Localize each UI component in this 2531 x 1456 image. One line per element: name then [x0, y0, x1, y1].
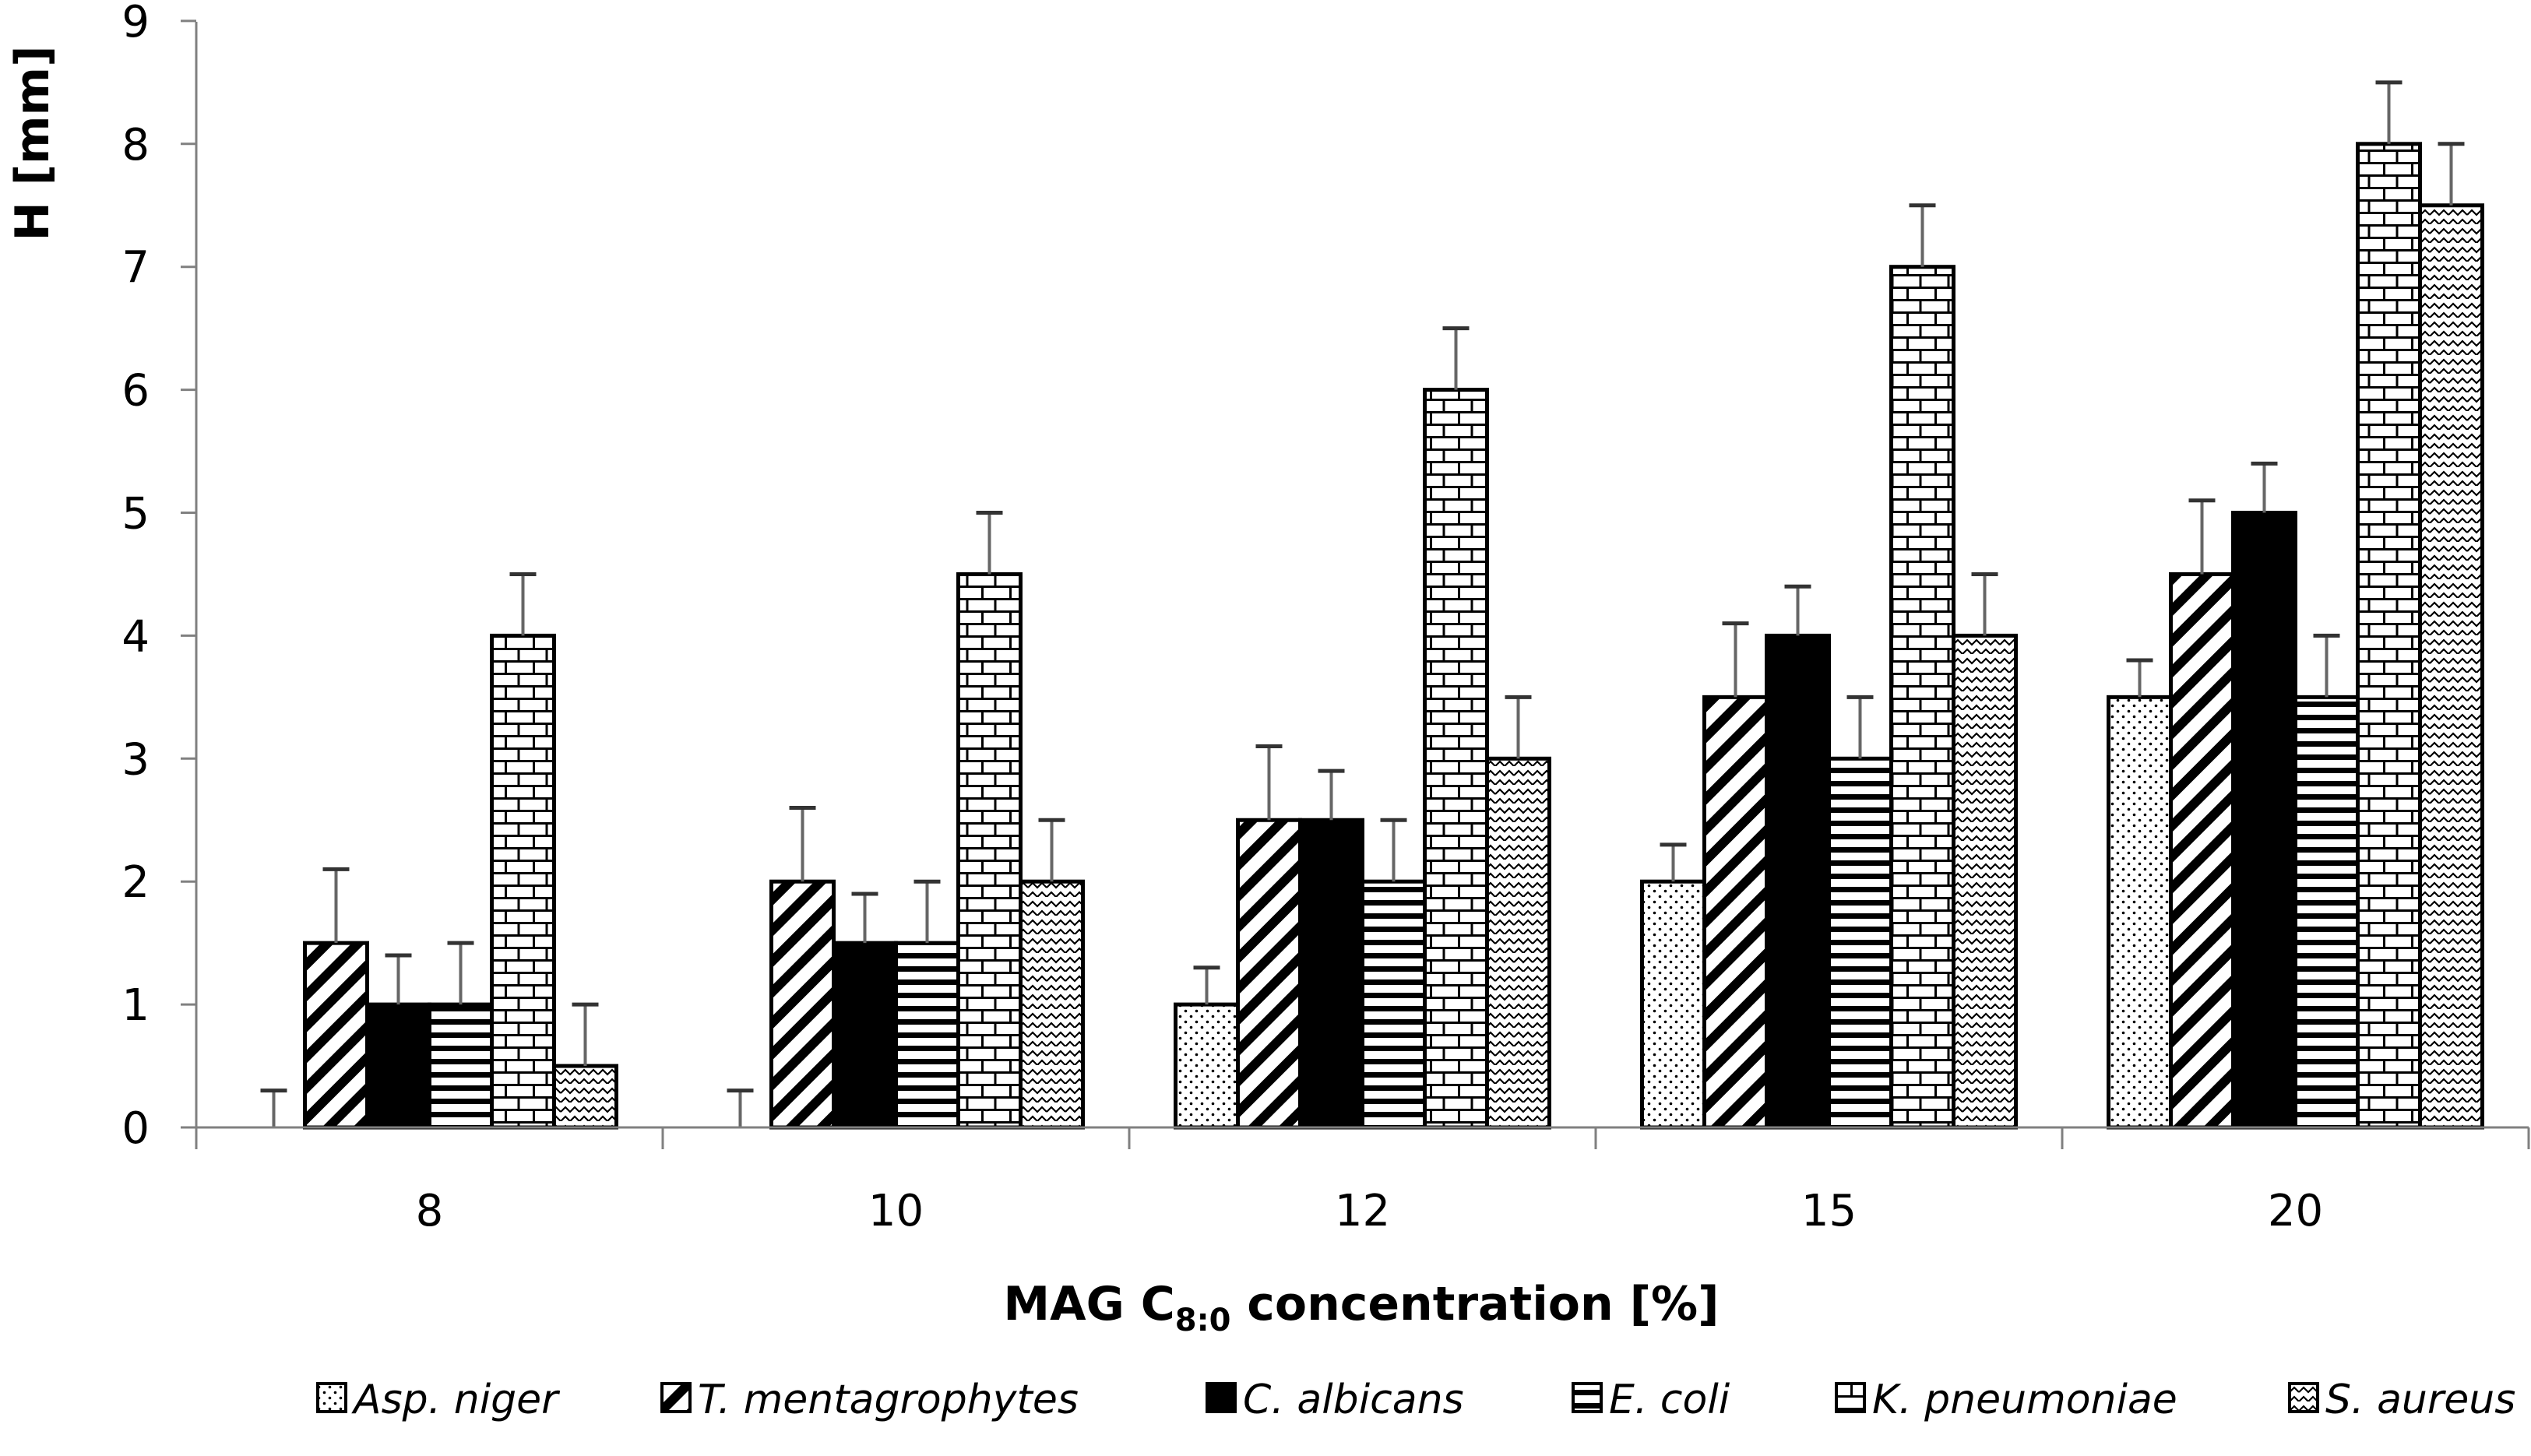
bar-e-coli-12	[1361, 879, 1427, 1130]
y-axis-ticks: 0 1 2 3 4 5 6 7 8 9	[121, 0, 196, 1154]
x-tick-label: 10	[868, 1186, 924, 1236]
bar-s-aureus-20	[2418, 203, 2484, 1130]
bar-asp-niger-20	[2107, 695, 2173, 1130]
legend-label: S. aureus	[2325, 1377, 2515, 1423]
bar-series-group	[303, 142, 2484, 1130]
bar-t-mentagrophytes-10	[769, 879, 836, 1130]
legend-item-k-pneumoniae: K. pneumoniae	[1835, 1377, 2177, 1423]
y-tick-label: 1	[121, 980, 150, 1031]
error-bars-group	[260, 80, 2465, 1127]
y-axis-title: H [mm]	[5, 46, 60, 241]
legend-item-t-mentagrophytes: T. mentagrophytes	[660, 1377, 1079, 1423]
legend-swatch	[316, 1382, 347, 1413]
x-axis-title: MAG C8:0 concentration [%]	[1003, 1277, 1719, 1338]
y-tick-label: 8	[121, 120, 150, 171]
bar-k-pneumoniae-20	[2356, 142, 2422, 1130]
bar-c-albicans-15	[1765, 633, 1831, 1130]
legend-swatch	[660, 1382, 692, 1413]
bar-c-albicans-10	[832, 941, 898, 1130]
bar-asp-niger-12	[1174, 1002, 1240, 1130]
bar-t-mentagrophytes-20	[2169, 571, 2235, 1130]
bar-c-albicans-8	[365, 1002, 431, 1130]
bar-s-aureus-12	[1485, 756, 1551, 1130]
legend-label: T. mentagrophytes	[698, 1377, 1079, 1423]
bar-c-albicans-12	[1298, 818, 1364, 1130]
bar-k-pneumoniae-12	[1423, 388, 1489, 1130]
legend-item-s-aureus: S. aureus	[2288, 1377, 2515, 1423]
legend-label: K. pneumoniae	[1872, 1377, 2177, 1423]
bar-asp-niger-15	[1640, 879, 1706, 1130]
y-tick-label: 4	[121, 611, 150, 662]
bar-t-mentagrophytes-8	[303, 941, 369, 1130]
x-axis-tick-labels: 8 10 12 15 20	[416, 1186, 2323, 1236]
x-tick-label: 15	[1801, 1186, 1857, 1236]
bar-e-coli-10	[894, 941, 960, 1130]
bar-s-aureus-8	[552, 1064, 618, 1130]
y-tick-label: 3	[121, 734, 150, 785]
legend-label: C. albicans	[1243, 1377, 1464, 1423]
y-tick-label: 0	[121, 1103, 150, 1154]
legend-item-e-coli: E. coli	[1572, 1377, 1730, 1423]
bar-k-pneumoniae-10	[956, 571, 1023, 1130]
legend-label: E. coli	[1609, 1377, 1730, 1423]
y-tick-label: 2	[121, 857, 150, 908]
x-axis-category-separators	[195, 1127, 2530, 1149]
x-axis-title-subscript: 8:0	[1175, 1303, 1231, 1338]
x-tick-label: 12	[1335, 1186, 1390, 1236]
legend-swatch	[1835, 1382, 1866, 1413]
legend-item-asp-niger: Asp. niger	[316, 1377, 561, 1423]
axes	[195, 22, 2529, 1129]
bar-k-pneumoniae-8	[490, 633, 556, 1130]
bar-e-coli-15	[1827, 756, 1893, 1130]
legend: Asp. niger T. mentagrophytes C. albicans E.…	[316, 1377, 2515, 1423]
x-tick-label: 8	[416, 1186, 444, 1236]
y-tick-label: 9	[121, 0, 150, 47]
bar-t-mentagrophytes-15	[1702, 695, 1769, 1130]
legend-swatch	[2288, 1382, 2319, 1413]
bar-e-coli-20	[2293, 695, 2360, 1130]
legend-swatch	[1206, 1382, 1237, 1413]
bar-s-aureus-15	[1952, 633, 2018, 1130]
x-axis-title-main: MAG C	[1003, 1277, 1174, 1331]
bar-s-aureus-10	[1019, 879, 1085, 1130]
legend-label: Asp. niger	[351, 1377, 561, 1423]
bar-t-mentagrophytes-12	[1236, 818, 1302, 1130]
x-axis-title-tail: concentration [%]	[1230, 1277, 1719, 1331]
y-tick-label: 5	[121, 489, 150, 540]
y-tick-label: 7	[121, 243, 150, 294]
y-tick-label: 6	[121, 366, 150, 417]
legend-item-c-albicans: C. albicans	[1206, 1377, 1464, 1423]
x-tick-label: 20	[2268, 1186, 2323, 1236]
legend-swatch	[1572, 1382, 1603, 1413]
bar-c-albicans-20	[2231, 511, 2297, 1130]
bar-k-pneumoniae-15	[1889, 265, 1955, 1130]
bar-e-coli-8	[428, 1002, 494, 1130]
